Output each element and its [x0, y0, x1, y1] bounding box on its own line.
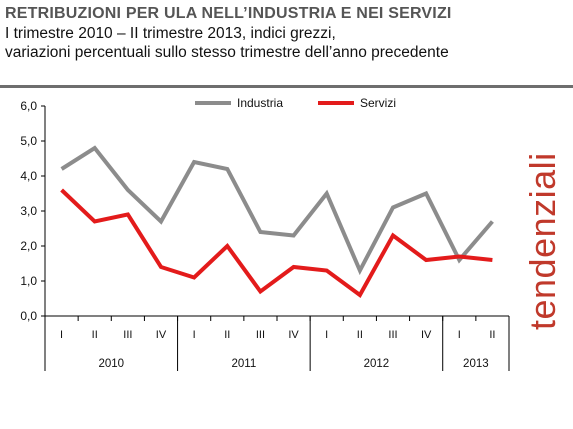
series-line-industria	[60, 145, 494, 276]
legend-label-industria: Industria	[237, 96, 283, 110]
x-tick-label: III	[123, 329, 132, 341]
y-tick-label: 6,0	[20, 99, 37, 113]
year-label: 2012	[364, 358, 390, 370]
side-label-tendenziali: tendenziali	[522, 152, 563, 330]
x-tick-label: IV	[156, 329, 167, 341]
chart-header: RETRIBUZIONI PER ULA NELL’INDUSTRIA E NE…	[5, 4, 565, 62]
legend-label-servizi: Servizi	[360, 96, 396, 110]
y-tick-label: 4,0	[20, 169, 37, 183]
y-tick-label: 3,0	[20, 204, 37, 218]
series-line-servizi	[60, 188, 493, 298]
header-divider	[0, 85, 573, 88]
y-tick-label: 0,0	[20, 309, 37, 323]
x-tick-label: I	[193, 329, 196, 341]
y-tick-label: 2,0	[20, 239, 37, 253]
year-label: 2010	[98, 358, 124, 370]
y-tick-label: 5,0	[20, 134, 37, 148]
x-tick-label: III	[256, 329, 265, 341]
y-tick-label: 1,0	[20, 274, 37, 288]
year-label: 2011	[231, 358, 256, 370]
chart-subtitle-line-2: variazioni percentuali sullo stesso trim…	[5, 44, 449, 61]
x-tick-label: II	[224, 329, 230, 341]
x-tick-label: I	[458, 329, 461, 341]
x-tick-label: I	[60, 329, 63, 341]
chart-title: RETRIBUZIONI PER ULA NELL’INDUSTRIA E NE…	[5, 5, 452, 22]
chart-subtitle-line-1: I trimestre 2010 – II trimestre 2013, in…	[5, 25, 336, 42]
x-tick-label: II	[489, 329, 495, 341]
year-label: 2013	[463, 358, 489, 370]
x-tick-label: III	[388, 329, 397, 341]
line-chart: 0,01,02,03,04,05,06,0I II III IV I II III IV I II…	[20, 96, 563, 371]
x-tick-label: IV	[288, 329, 299, 341]
x-tick-label: II	[92, 329, 98, 341]
x-tick-label: I	[325, 329, 328, 341]
x-tick-label: II	[357, 329, 363, 341]
x-tick-label: IV	[421, 329, 432, 341]
